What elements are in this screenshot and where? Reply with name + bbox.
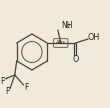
Text: OH: OH	[88, 33, 100, 43]
FancyBboxPatch shape	[54, 39, 68, 47]
Text: NH: NH	[61, 21, 72, 30]
Text: 2: 2	[67, 24, 70, 29]
Text: F: F	[0, 76, 4, 86]
Text: Abs: Abs	[56, 40, 66, 45]
Text: O: O	[72, 56, 79, 64]
Text: F: F	[24, 83, 29, 91]
Text: F: F	[5, 87, 9, 95]
